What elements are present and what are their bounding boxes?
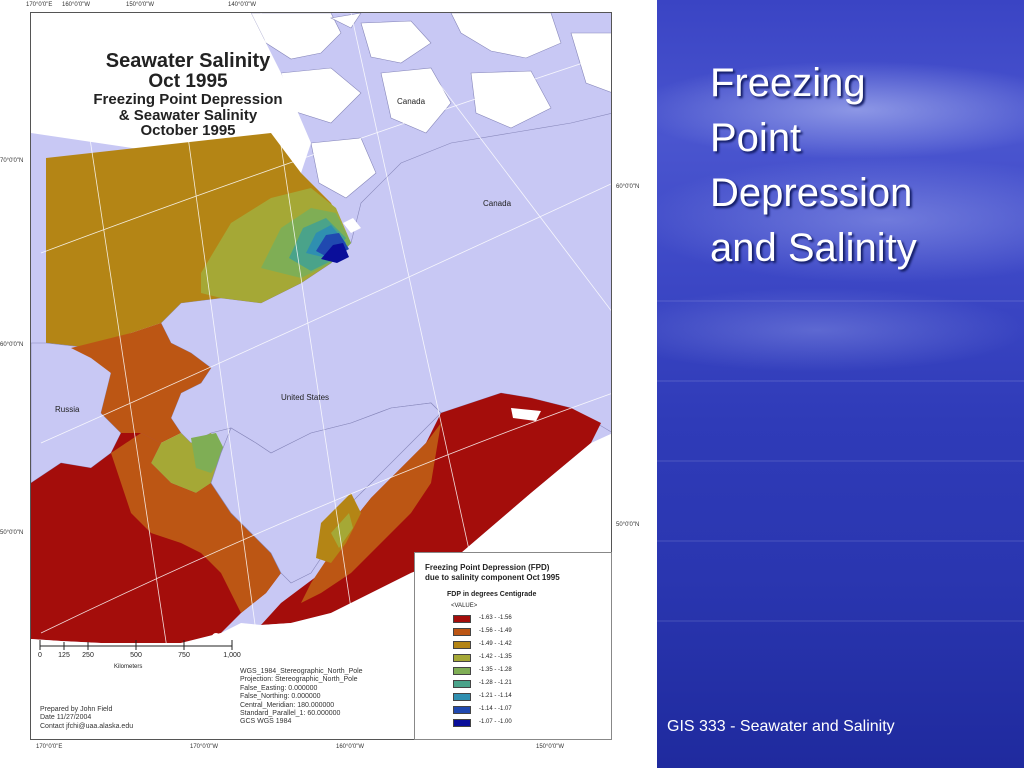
legend-class: -1.56 - -1.49: [453, 628, 593, 637]
coord-bottom-3: 160°0'0"W: [336, 744, 365, 750]
scale-label: 750: [178, 652, 190, 659]
legend-swatch: [453, 641, 471, 649]
slide-title: Freezing Point Depression and Salinity: [710, 56, 917, 276]
legend-swatch: [453, 680, 471, 688]
legend-title-line1: Freezing Point Depression (FPD): [425, 563, 550, 572]
legend-swatch: [453, 706, 471, 714]
legend-class: -1.21 - -1.14: [453, 693, 593, 702]
legend-swatch: [453, 615, 471, 623]
legend-class-label: -1.35 - -1.28: [479, 667, 512, 673]
projection-line: False_Northing: 0.000000: [240, 693, 321, 701]
scale-label: 125: [58, 652, 70, 659]
slide-title-line: Freezing: [710, 61, 866, 105]
slide-title-line: Depression: [710, 171, 913, 215]
legend-class: -1.42 - -1.35: [453, 654, 593, 663]
map-title-line1: Seawater Salinity: [105, 50, 271, 72]
place-canada-right: Canada: [483, 199, 512, 208]
coord-top-3: 150°0'0"W: [126, 2, 155, 8]
place-russia: Russia: [55, 405, 80, 414]
legend-class-label: -1.14 - -1.07: [479, 706, 512, 712]
legend-swatch: [453, 654, 471, 662]
legend-swatch: [453, 628, 471, 636]
legend-class: -1.35 - -1.28: [453, 667, 593, 676]
scale-label: 500: [130, 652, 142, 659]
coord-left-3: 50°0'0"N: [0, 530, 24, 536]
coord-right-1: 60°0'0"N: [616, 184, 640, 190]
map-credits: Prepared by John Field Date 11/27/2004 C…: [40, 706, 133, 731]
scale-label: 1,000: [223, 652, 241, 659]
coord-right-2: 50°0'0"N: [616, 522, 640, 528]
legend-class: -1.28 - -1.21: [453, 680, 593, 689]
coord-top-2: 160°0'0"W: [62, 2, 91, 8]
map-title-line2: Oct 1995: [148, 71, 228, 92]
map-title-line5: October 1995: [140, 122, 236, 140]
legend-swatch: [453, 719, 471, 727]
projection-line: Standard_Parallel_1: 60.000000: [240, 709, 341, 717]
projection-info: WGS_1984_Stereographic_North_Pole Projec…: [240, 668, 363, 727]
legend-subtitle: FDP in degrees Centigrade: [447, 591, 537, 598]
map-title-block: Seawater Salinity Oct 1995 Freezing Poin…: [63, 51, 313, 139]
legend-class-label: -1.42 - -1.35: [479, 654, 512, 660]
water-ripple: [657, 300, 1024, 302]
legend-class: -1.49 - -1.42: [453, 641, 593, 650]
scale-label: 0: [38, 652, 42, 659]
map-legend: Freezing Point Depression (FPD) due to s…: [414, 552, 612, 740]
projection-line: Central_Meridian: 180.000000: [240, 701, 335, 709]
salinity-map-graphic: [31, 13, 611, 739]
legend-class: -1.07 - -1.00: [453, 719, 593, 728]
coord-bottom-2: 170°0'0"W: [190, 744, 219, 750]
legend-class: -1.63 - -1.56: [453, 615, 593, 624]
place-united-states: United States: [281, 393, 330, 402]
projection-line: Projection: Stereographic_North_Pole: [240, 676, 358, 684]
legend-title: Freezing Point Depression (FPD) due to s…: [425, 563, 610, 583]
map-figure: 170°0'0"E 160°0'0"W 150°0'0"W 140°0'0"W …: [0, 2, 640, 750]
scale-bar-graphic: [39, 640, 233, 650]
place-canada-top: Canada: [397, 97, 426, 106]
legend-swatch: [453, 693, 471, 701]
scale-bar: 0 125 250 500 750 1,000 Kilometers: [38, 630, 241, 670]
slide-background: Freezing Point Depression and Salinity G…: [657, 0, 1024, 768]
slide-footer: GIS 333 - Seawater and Salinity: [667, 718, 895, 735]
legend-class-label: -1.07 - -1.00: [479, 719, 512, 725]
water-ripple: [657, 620, 1024, 622]
map-frame: Seawater Salinity Oct 1995 Freezing Poin…: [30, 12, 612, 740]
coord-top-4: 140°0'0"W: [228, 2, 257, 8]
legend-class-label: -1.28 - -1.21: [479, 680, 512, 686]
map-title-line3: Freezing Point Depression: [93, 90, 283, 108]
water-ripple: [657, 460, 1024, 462]
map-title-line4: & Seawater Salinity: [118, 106, 258, 124]
legend-class: -1.14 - -1.07: [453, 706, 593, 715]
legend-class-label: -1.21 - -1.14: [479, 693, 512, 699]
legend-value-header: <VALUE>: [451, 603, 478, 609]
coord-left-1: 70°0'0"N: [0, 158, 24, 164]
credit-line: Contact jfchi@uaa.alaska.edu: [40, 722, 134, 730]
slide-title-line: Point: [710, 116, 802, 160]
scale-label: 250: [82, 652, 94, 659]
credit-line: Prepared by John Field: [40, 706, 113, 713]
coord-top-1: 170°0'0"E: [26, 2, 53, 8]
coord-bottom-4: 150°0'0"W: [536, 744, 565, 750]
legend-class-label: -1.49 - -1.42: [479, 641, 512, 647]
water-ripple: [657, 380, 1024, 382]
credit-line: Date 11/27/2004: [40, 714, 92, 722]
legend-title-line2: due to salinity component Oct 1995: [425, 573, 560, 582]
slide-title-line: and Salinity: [710, 226, 917, 270]
projection-line: GCS WGS 1984: [240, 718, 292, 726]
projection-line: False_Easting: 0.000000: [240, 684, 318, 692]
water-ripple: [657, 540, 1024, 542]
coord-bottom-1: 170°0'0"E: [36, 744, 63, 750]
scale-unit: Kilometers: [114, 664, 143, 670]
legend-class-label: -1.56 - -1.49: [479, 628, 512, 634]
coord-left-2: 60°0'0"N: [0, 342, 24, 348]
projection-line: WGS_1984_Stereographic_North_Pole: [240, 668, 363, 675]
legend-swatch: [453, 667, 471, 675]
legend-class-label: -1.63 - -1.56: [479, 615, 512, 621]
